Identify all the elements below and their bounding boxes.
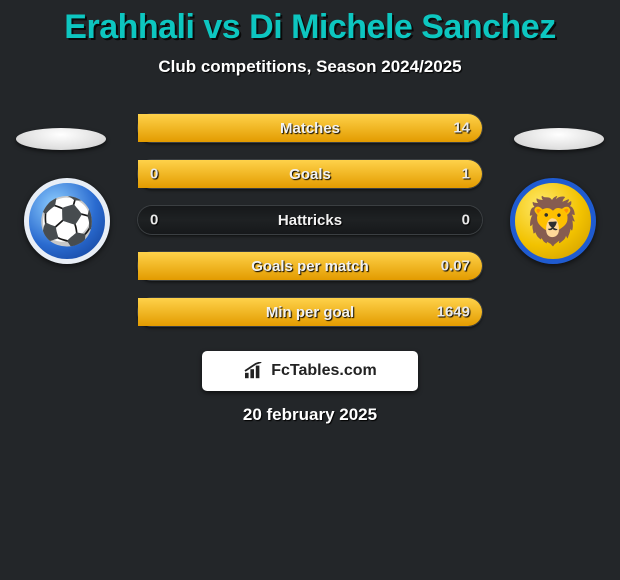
brand-text: FcTables.com [271,362,377,380]
stat-right-value: 14 [453,120,470,137]
brand-badge[interactable]: FcTables.com [202,351,418,391]
stat-row: 0 Goals 1 [0,151,620,197]
page-title: Erahhali vs Di Michele Sanchez [0,0,620,47]
stat-label: Goals per match [138,258,482,275]
stat-row: Matches 14 [0,105,620,151]
page-subtitle: Club competitions, Season 2024/2025 [0,57,620,77]
comparison-date: 20 february 2025 [0,405,620,425]
stat-pill-matches: Matches 14 [138,114,482,142]
stat-pill-mpg: Min per goal 1649 [138,298,482,326]
stat-label: Min per goal [138,304,482,321]
comparison-card: Erahhali vs Di Michele Sanchez Club comp… [0,0,620,580]
chart-icon [243,362,265,380]
stat-right-value: 0 [462,212,470,229]
stat-pill-goals: 0 Goals 1 [138,160,482,188]
stat-row: Min per goal 1649 [0,289,620,335]
stat-right-value: 0.07 [441,258,470,275]
stat-row: 0 Hattricks 0 [0,197,620,243]
stat-row: Goals per match 0.07 [0,243,620,289]
stat-right-value: 1649 [437,304,470,321]
stat-right-value: 1 [462,166,470,183]
stats-list: Matches 14 0 Goals 1 0 Hattricks 0 [0,105,620,335]
stat-pill-hattricks: 0 Hattricks 0 [138,206,482,234]
stat-label: Matches [138,120,482,137]
stat-label: Hattricks [138,212,482,229]
stat-pill-gpm: Goals per match 0.07 [138,252,482,280]
stat-label: Goals [138,166,482,183]
